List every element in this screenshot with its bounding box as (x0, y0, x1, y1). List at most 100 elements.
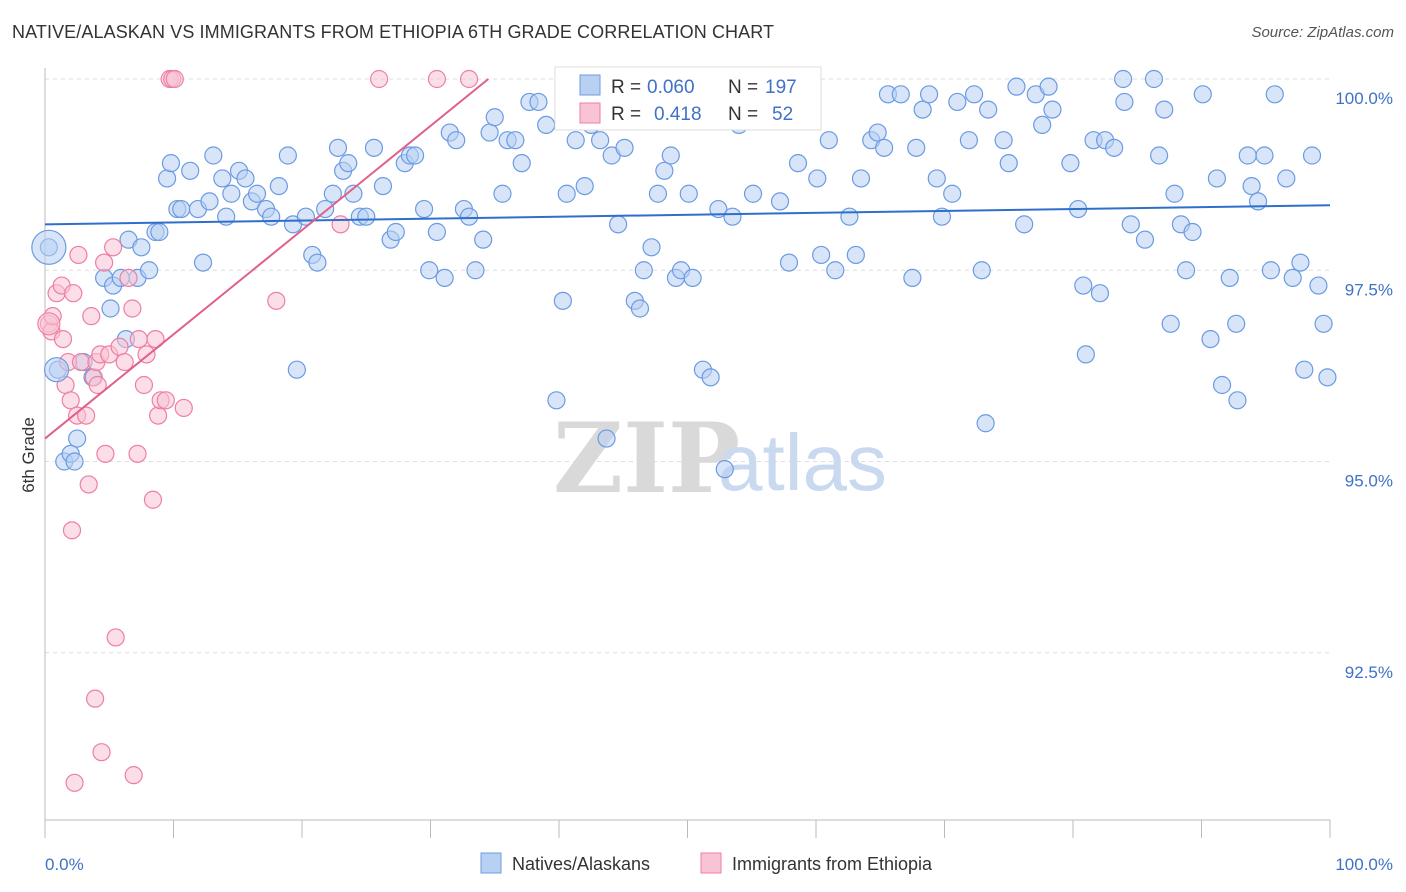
stats-r-value-ethiopia: 0.418 (654, 104, 702, 125)
point-natives-178 (1265, 85, 1284, 104)
watermark-atlas: atlas (718, 418, 887, 507)
point-natives-5 (68, 429, 87, 448)
stats-n-value-ethiopia: 52 (772, 104, 793, 125)
point-natives-95 (661, 146, 680, 165)
y-tick-label-2: 95.0% (1345, 472, 1393, 491)
point-natives-91 (634, 261, 653, 280)
point-natives-183 (1302, 146, 1322, 165)
point-ethiopia-27 (104, 238, 123, 257)
point-ethiopia-5 (53, 330, 73, 349)
point-natives-146 (1061, 154, 1080, 173)
point-natives-154 (1114, 69, 1133, 89)
point-natives-37 (269, 177, 288, 196)
stats-n-value-natives: 197 (765, 77, 797, 98)
stats-r-label-natives: R = (611, 77, 641, 98)
point-ethiopia-29 (110, 337, 129, 356)
stats-n-label-natives: N = (728, 77, 758, 98)
point-natives-162 (1165, 184, 1184, 203)
point-natives-34 (247, 184, 267, 203)
point-natives-94 (655, 161, 674, 180)
point-natives-36 (262, 207, 281, 226)
legend-label-ethiopia: Immigrants from Ethiopia (732, 854, 933, 874)
point-natives-125 (903, 268, 922, 287)
point-natives-25 (193, 253, 213, 272)
point-natives-44 (316, 199, 335, 219)
point-ethiopia-8 (61, 391, 80, 410)
point-natives-85 (597, 429, 616, 448)
point-natives-116 (826, 261, 845, 280)
point-natives-149 (1076, 345, 1095, 364)
point-natives-73 (506, 131, 525, 150)
point-natives-119 (851, 169, 871, 188)
point-natives-113 (808, 169, 827, 188)
trend-line-ethiopia (44, 78, 489, 440)
point-natives-78 (547, 391, 566, 410)
y-tick-label-1: 97.5% (1345, 280, 1393, 299)
point-natives-141 (1015, 215, 1034, 234)
point-natives-104 (723, 207, 742, 226)
point-natives-70 (485, 108, 504, 127)
point-natives-68 (474, 230, 493, 249)
point-natives-137 (979, 100, 998, 119)
point-natives-161 (1161, 314, 1180, 333)
point-natives-135 (972, 261, 991, 280)
point-ethiopia-24 (95, 253, 114, 272)
point-natives-172 (1228, 391, 1247, 410)
point-natives-158 (1144, 69, 1164, 89)
point-natives-166 (1193, 85, 1212, 104)
legend-label-natives: Natives/Alaskans (512, 854, 650, 874)
point-natives-165 (1183, 222, 1202, 242)
point-natives-171 (1227, 314, 1246, 333)
point-natives-132 (948, 92, 967, 112)
axes (44, 68, 1331, 838)
point-natives-23 (181, 161, 200, 180)
point-natives-114 (812, 245, 831, 265)
x-tick-label-1: 100.0% (1335, 855, 1393, 874)
point-natives-64 (447, 131, 466, 150)
point-natives-140 (1007, 77, 1026, 96)
point-ethiopia-10 (64, 284, 83, 303)
point-ethiopia-49 (370, 69, 389, 89)
point-natives-101 (701, 368, 720, 387)
point-natives-74 (512, 154, 531, 173)
legend-swatch-natives (480, 852, 502, 874)
point-natives-138 (994, 131, 1013, 150)
point-natives-93 (648, 184, 668, 203)
point-natives-87 (609, 215, 628, 234)
point-natives-61 (427, 222, 447, 242)
x-tick-label-0: 0.0% (45, 855, 84, 874)
point-natives-121 (868, 123, 887, 142)
trend-lines (44, 78, 1331, 440)
point-natives-177 (1261, 261, 1280, 280)
point-natives-60 (420, 261, 439, 280)
point-natives-59 (414, 199, 434, 219)
point-natives-159 (1149, 146, 1169, 165)
point-natives-20 (161, 154, 181, 173)
point-ethiopia-large-0 (37, 312, 61, 336)
stats-swatch-ethiopia (579, 102, 601, 124)
point-ethiopia-51 (459, 69, 479, 89)
point-ethiopia-13 (69, 245, 88, 265)
point-ethiopia-15 (77, 406, 96, 425)
point-ethiopia-39 (146, 330, 165, 349)
point-ethiopia-31 (119, 268, 138, 287)
point-natives-134 (964, 85, 984, 104)
point-natives-52 (364, 138, 384, 157)
point-natives-38 (278, 146, 297, 165)
point-natives-106 (743, 184, 763, 203)
point-natives-103 (715, 460, 734, 479)
point-ethiopia-19 (86, 689, 105, 708)
y-tick-labels: 100.0% 97.5% 95.0% 92.5% (1335, 89, 1393, 682)
stats-r-value-natives: 0.060 (647, 77, 695, 98)
point-natives-large-0 (31, 229, 67, 265)
point-natives-76 (529, 92, 548, 112)
point-ethiopia-50 (427, 69, 447, 89)
point-natives-181 (1291, 253, 1310, 272)
point-natives-185 (1314, 314, 1333, 333)
point-natives-51 (357, 207, 376, 226)
point-natives-99 (683, 268, 702, 287)
x-tick-labels: 0.0% 100.0% (45, 855, 1393, 874)
point-natives-131 (943, 184, 962, 203)
point-ethiopia-40 (148, 406, 168, 425)
point-ethiopia-33 (124, 766, 143, 785)
